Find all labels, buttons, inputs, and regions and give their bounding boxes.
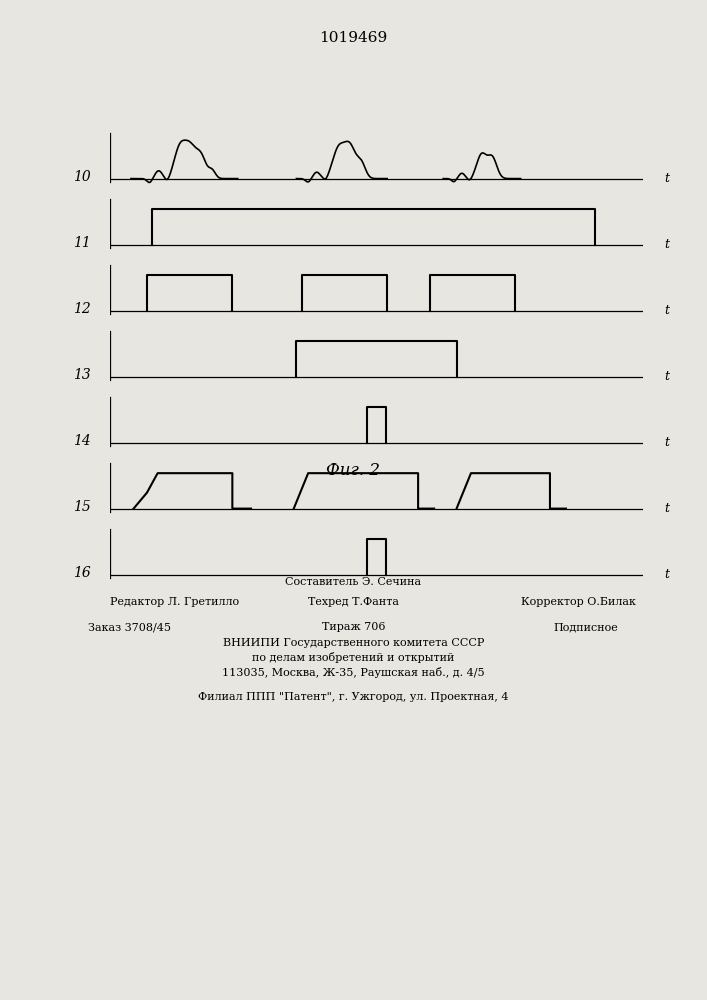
Text: 12: 12 — [73, 302, 91, 316]
Text: 10: 10 — [73, 170, 91, 184]
Text: t: t — [665, 568, 670, 581]
Text: по делам изобретений и открытий: по делам изобретений и открытий — [252, 652, 455, 663]
Text: 14: 14 — [73, 434, 91, 448]
Text: Фиг. 2: Фиг. 2 — [327, 462, 380, 479]
Text: 1019469: 1019469 — [320, 31, 387, 45]
Text: 16: 16 — [73, 566, 91, 580]
Text: t: t — [665, 172, 670, 185]
Text: Корректор О.Билак: Корректор О.Билак — [522, 597, 636, 607]
Text: ВНИИПИ Государственного комитета СССР: ВНИИПИ Государственного комитета СССР — [223, 638, 484, 648]
Text: Заказ 3708/45: Заказ 3708/45 — [88, 622, 171, 632]
Text: Подписное: Подписное — [554, 622, 619, 632]
Text: t: t — [665, 304, 670, 317]
Text: Редактор Л. Гретилло: Редактор Л. Гретилло — [110, 597, 239, 607]
Text: t: t — [665, 238, 670, 251]
Text: Техред Т.Фанта: Техред Т.Фанта — [308, 597, 399, 607]
Text: 113035, Москва, Ж-35, Раушская наб., д. 4/5: 113035, Москва, Ж-35, Раушская наб., д. … — [222, 667, 485, 678]
Text: 11: 11 — [73, 236, 91, 250]
Text: Составитель Э. Сечина: Составитель Э. Сечина — [286, 577, 421, 587]
Text: t: t — [665, 436, 670, 449]
Text: Филиал ППП "Патент", г. Ужгород, ул. Проектная, 4: Филиал ППП "Патент", г. Ужгород, ул. Про… — [198, 692, 509, 702]
Text: 13: 13 — [73, 368, 91, 382]
Text: t: t — [665, 502, 670, 515]
Text: 15: 15 — [73, 500, 91, 514]
Text: Тираж 706: Тираж 706 — [322, 622, 385, 632]
Text: t: t — [665, 370, 670, 383]
